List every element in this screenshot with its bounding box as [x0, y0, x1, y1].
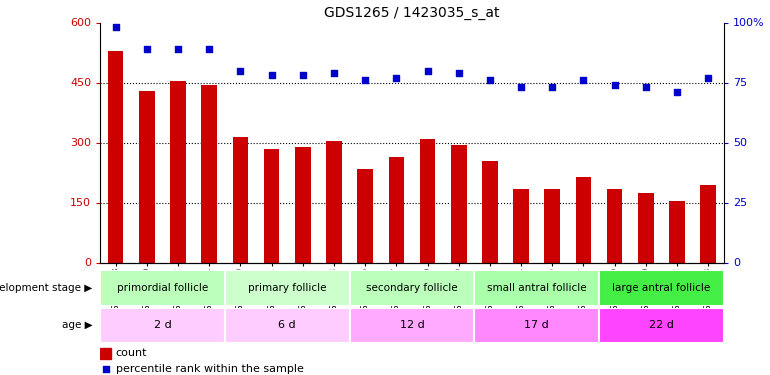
Point: [359, 77, 371, 83]
Point: [266, 72, 278, 78]
Point: [546, 84, 558, 90]
Text: age ▶: age ▶: [62, 320, 92, 330]
Bar: [100, 348, 112, 358]
Bar: [225, 308, 350, 343]
Bar: [202, 84, 217, 262]
Point: [141, 46, 153, 52]
Text: 2 d: 2 d: [153, 320, 172, 330]
Bar: [225, 270, 350, 306]
Bar: [295, 147, 310, 262]
Bar: [451, 144, 467, 262]
Text: 12 d: 12 d: [400, 320, 424, 330]
Bar: [350, 270, 474, 306]
Bar: [544, 189, 560, 262]
Bar: [389, 156, 404, 262]
Text: secondary follicle: secondary follicle: [367, 283, 457, 293]
Point: [234, 68, 246, 74]
Point: [702, 75, 715, 81]
Bar: [474, 308, 599, 343]
Bar: [576, 177, 591, 262]
Text: 22 d: 22 d: [649, 320, 674, 330]
Point: [671, 89, 683, 95]
Point: [328, 70, 340, 76]
Text: development stage ▶: development stage ▶: [0, 283, 92, 293]
Title: GDS1265 / 1423035_s_at: GDS1265 / 1423035_s_at: [324, 6, 500, 20]
Point: [203, 46, 216, 52]
Bar: [420, 138, 435, 262]
Text: count: count: [116, 348, 147, 358]
Point: [421, 68, 434, 74]
Bar: [638, 192, 654, 262]
Point: [109, 24, 122, 30]
Point: [390, 75, 403, 81]
Text: primary follicle: primary follicle: [248, 283, 326, 293]
Point: [515, 84, 527, 90]
Bar: [701, 184, 716, 262]
Text: primordial follicle: primordial follicle: [117, 283, 208, 293]
Bar: [350, 308, 474, 343]
Bar: [326, 141, 342, 262]
Bar: [474, 270, 599, 306]
Text: 6 d: 6 d: [279, 320, 296, 330]
Bar: [100, 270, 225, 306]
Bar: [170, 81, 186, 262]
Text: percentile rank within the sample: percentile rank within the sample: [116, 364, 303, 374]
Bar: [233, 136, 248, 262]
Point: [99, 366, 112, 372]
Point: [296, 72, 309, 78]
Bar: [607, 189, 622, 262]
Bar: [669, 201, 685, 262]
Point: [453, 70, 465, 76]
Point: [578, 77, 590, 83]
Text: small antral follicle: small antral follicle: [487, 283, 587, 293]
Bar: [139, 90, 155, 262]
Point: [484, 77, 496, 83]
Point: [640, 84, 652, 90]
Point: [608, 82, 621, 88]
Text: large antral follicle: large antral follicle: [612, 283, 711, 293]
Text: 17 d: 17 d: [524, 320, 549, 330]
Bar: [599, 270, 724, 306]
Bar: [264, 148, 280, 262]
Bar: [514, 189, 529, 262]
Point: [172, 46, 184, 52]
Bar: [599, 308, 724, 343]
Bar: [357, 168, 373, 262]
Bar: [108, 51, 123, 262]
Bar: [100, 308, 225, 343]
Bar: [482, 160, 497, 262]
